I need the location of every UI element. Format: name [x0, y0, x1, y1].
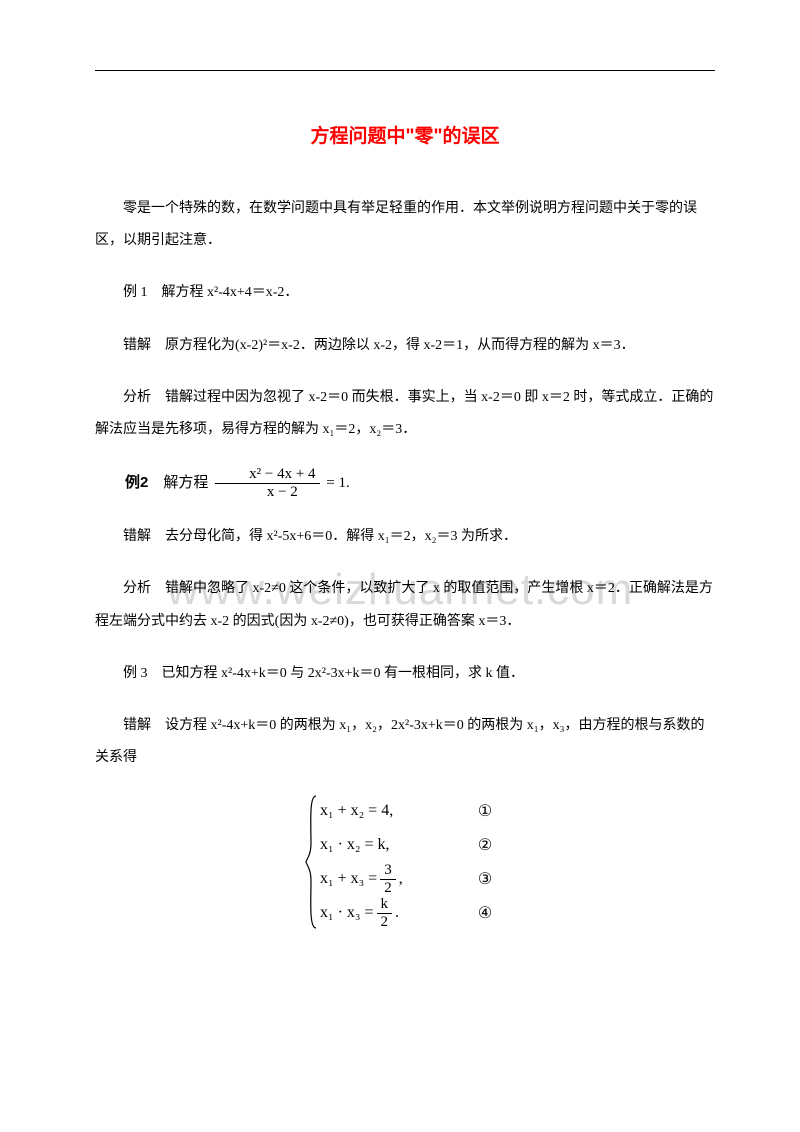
example2-problem: 例2 解方程 x² − 4x + 4 x − 2 = 1.	[95, 466, 715, 501]
fraction-denominator: x − 2	[215, 484, 319, 501]
document-body: 方程问题中"零"的误区 零是一个特殊的数，在数学问题中具有举足轻重的作用．本文举…	[95, 121, 715, 930]
page-title: 方程问题中"零"的误区	[95, 121, 715, 148]
equation-row-2: x₁ · x₂ = k, ②	[320, 828, 500, 862]
top-rule	[95, 70, 715, 71]
equation-1-num: ①	[470, 801, 500, 821]
example3-problem: 例 3 已知方程 x²-4x+k＝0 与 2x²-3x+k＝0 有一根相同，求 …	[95, 658, 715, 690]
example2-label: 例2	[125, 474, 148, 491]
equation-row-4: x₁ · x₃ = k 2 . ④	[320, 896, 500, 930]
example2-analysis: 分析 错解中忽略了 x-2≠0 这个条件，以致扩大了 x 的取值范围，产生增根 …	[95, 573, 715, 637]
fraction-numerator: x² − 4x + 4	[215, 466, 319, 484]
equation-row-3: x₁ + x₃ = 3 2 , ③	[320, 862, 500, 896]
equation-row-1: x₁ + x₂ = 4, ①	[320, 794, 500, 828]
example2-text-after: = 1.	[323, 475, 350, 491]
intro-paragraph: 零是一个特殊的数，在数学问题中具有举足轻重的作用．本文举例说明方程问题中关于零的…	[95, 193, 715, 257]
equation-2-left: x₁ · x₂ = k,	[320, 836, 470, 854]
equation-4-num: ④	[470, 903, 500, 923]
example2-text-before: 解方程	[148, 475, 208, 491]
example2-fraction: x² − 4x + 4 x − 2	[215, 466, 319, 501]
equation-3-left: x₁ + x₃ = 3 2 ,	[320, 862, 470, 897]
equation-1-left: x₁ + x₂ = 4,	[320, 802, 470, 820]
left-brace-icon	[304, 794, 318, 930]
equation-3-num: ③	[470, 869, 500, 889]
example1-analysis: 分析 错解过程中因为忽视了 x-2＝0 而失根．事实上，当 x-2＝0 即 x＝…	[95, 382, 715, 446]
equation-4-left: x₁ · x₃ = k 2 .	[320, 896, 470, 931]
equation-2-num: ②	[470, 835, 500, 855]
example3-wrong-solution: 错解 设方程 x²-4x+k＝0 的两根为 x₁，x₂，2x²-3x+k＝0 的…	[95, 710, 715, 774]
example1-problem: 例 1 解方程 x²-4x+4＝x-2．	[95, 277, 715, 309]
equation-system: x₁ + x₂ = 4, ① x₁ · x₂ = k, ② x₁ + x₃ = …	[310, 794, 500, 930]
example1-wrong-solution: 错解 原方程化为(x-2)²＝x-2．两边除以 x-2，得 x-2＝1，从而得方…	[95, 330, 715, 362]
example2-wrong-solution: 错解 去分母化简，得 x²-5x+6＝0．解得 x₁＝2，x₂＝3 为所求．	[95, 521, 715, 553]
